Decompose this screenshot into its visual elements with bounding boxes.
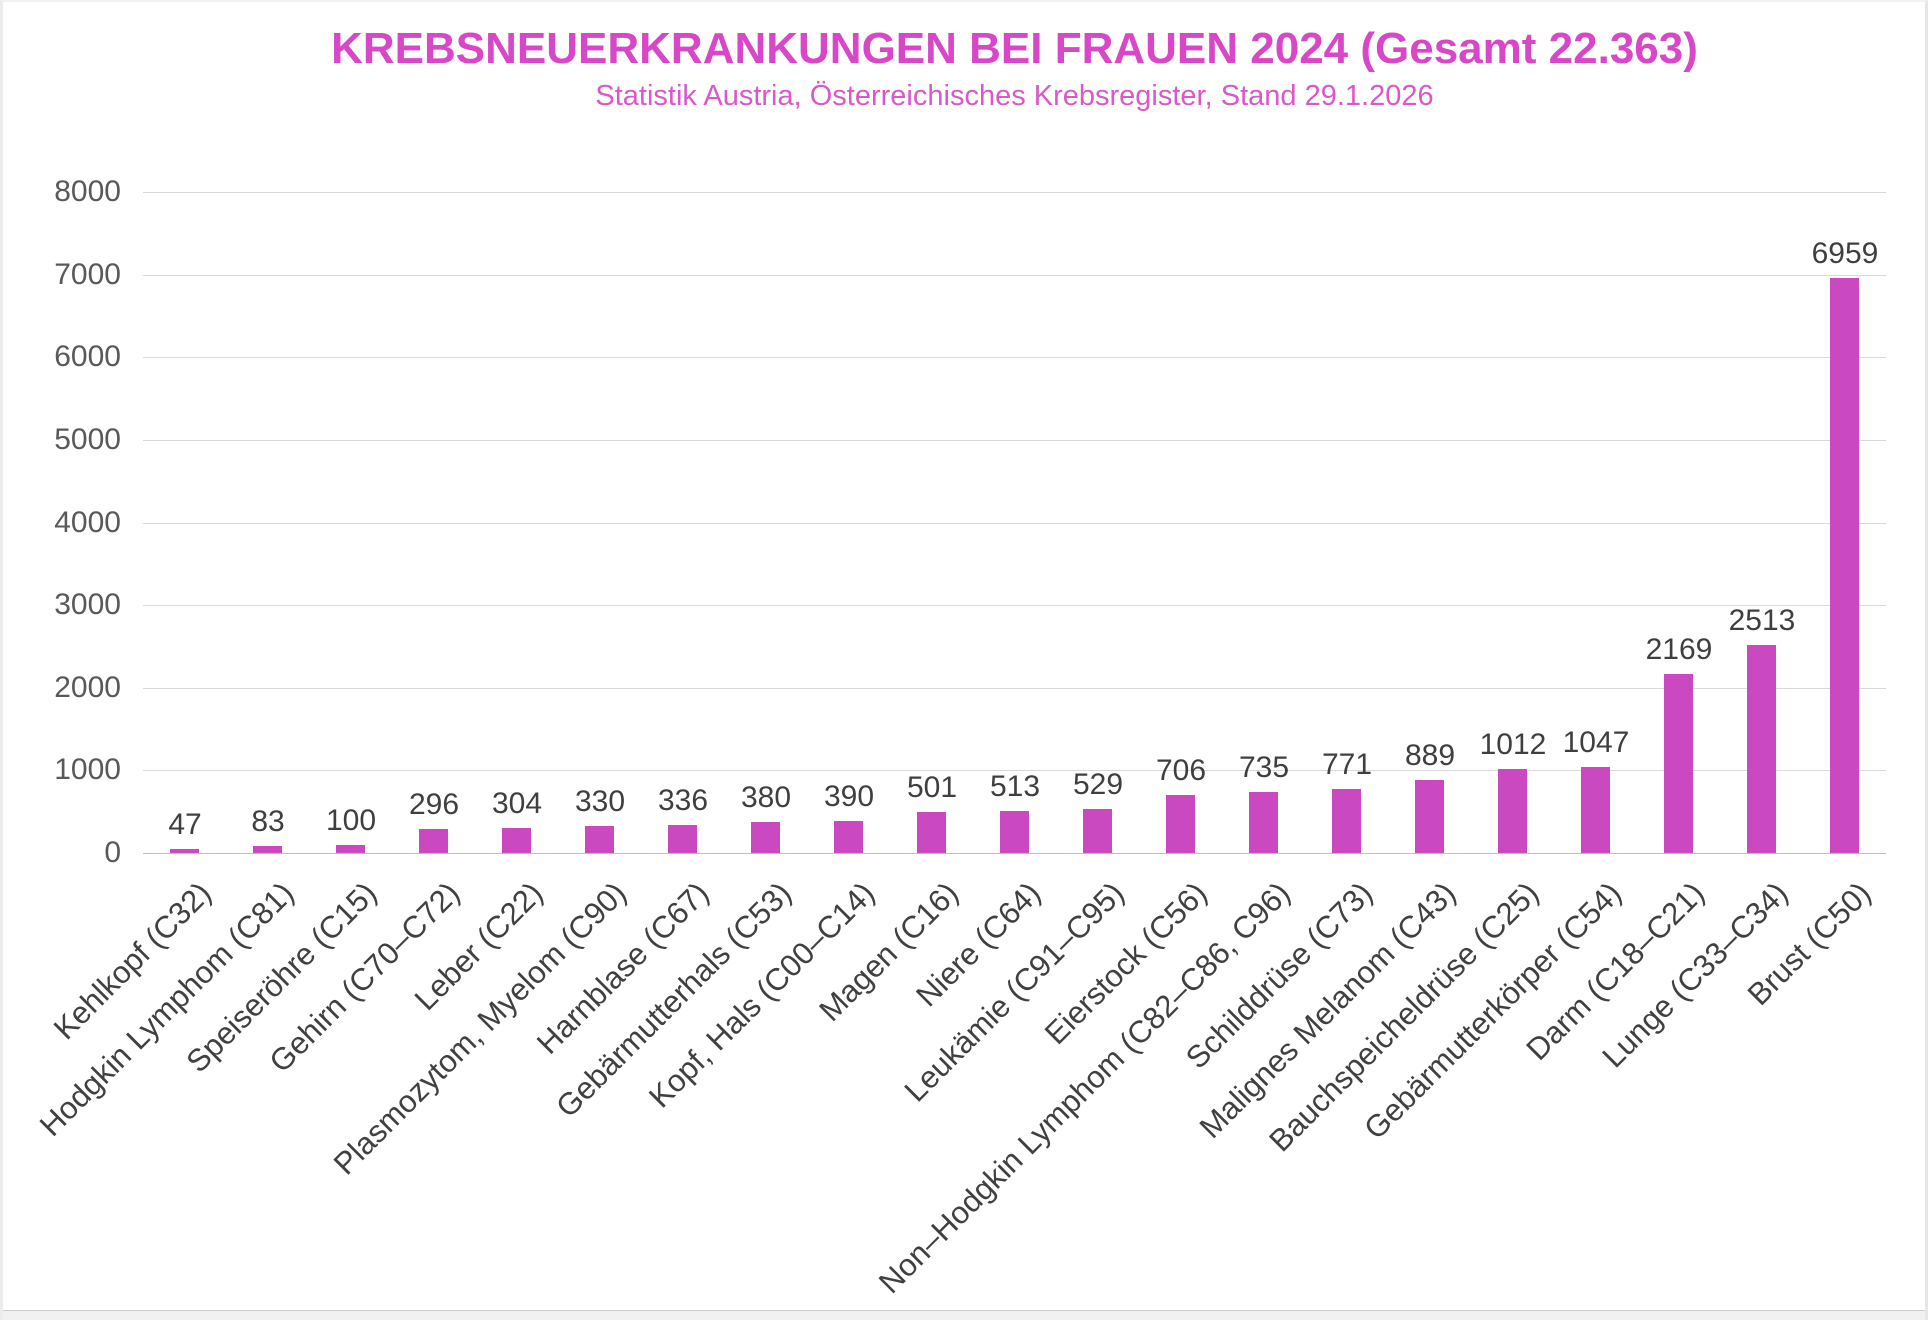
bar [585, 826, 614, 853]
chart-subtitle: Statistik Austria, Österreichisches Kreb… [595, 80, 1434, 112]
value-label: 513 [989, 770, 1041, 803]
value-label: 330 [574, 785, 626, 818]
bar [834, 821, 863, 853]
bar [751, 822, 780, 853]
y-axis-tick: 4000 [54, 506, 121, 539]
bar [1166, 795, 1195, 853]
bar [1000, 811, 1029, 853]
bar [1747, 645, 1776, 853]
gridline [143, 770, 1886, 771]
bar [419, 829, 448, 853]
y-axis-tick: 5000 [54, 423, 121, 456]
value-label: 501 [906, 771, 958, 804]
gridline [143, 440, 1886, 441]
value-label: 529 [1072, 768, 1124, 801]
gridline [143, 275, 1886, 276]
gridline [143, 688, 1886, 689]
bar [1083, 809, 1112, 853]
value-label: 1047 [1562, 726, 1630, 759]
value-label: 304 [491, 787, 543, 820]
x-axis-line [143, 853, 1886, 854]
gridline [143, 605, 1886, 606]
value-label: 2513 [1728, 604, 1796, 637]
value-label: 2169 [1645, 633, 1713, 666]
value-label: 735 [1238, 751, 1290, 784]
y-axis-tick: 0 [104, 836, 121, 869]
value-label: 100 [325, 804, 377, 837]
y-axis-tick: 6000 [54, 340, 121, 373]
bar [170, 849, 199, 853]
bar [253, 846, 282, 853]
value-label: 889 [1404, 739, 1456, 772]
gridline [143, 357, 1886, 358]
bar [502, 828, 531, 853]
bar [1830, 278, 1859, 853]
value-label: 1012 [1479, 728, 1547, 761]
bar [1249, 792, 1278, 853]
bar [336, 845, 365, 853]
y-axis-tick: 1000 [54, 753, 121, 786]
gridline [143, 192, 1886, 193]
bar [1664, 674, 1693, 853]
chart-title: KREBSNEUERKRANKUNGEN BEI FRAUEN 2024 (Ge… [331, 24, 1698, 73]
value-label: 47 [168, 808, 202, 841]
y-axis-tick: 8000 [54, 175, 121, 208]
bar [1581, 767, 1610, 853]
value-label: 336 [657, 784, 709, 817]
value-label: 390 [823, 780, 875, 813]
value-label: 83 [251, 805, 285, 838]
bar [917, 812, 946, 853]
y-axis-tick: 3000 [54, 588, 121, 621]
window-bottom-edge [3, 1310, 1925, 1320]
bar [1332, 789, 1361, 853]
value-label: 706 [1155, 754, 1207, 787]
y-axis-tick: 2000 [54, 671, 121, 704]
bar [1415, 780, 1444, 853]
bar [668, 825, 697, 853]
gridline [143, 523, 1886, 524]
value-label: 296 [408, 788, 460, 821]
value-label: 380 [740, 781, 792, 814]
bar [1498, 769, 1527, 853]
y-axis-tick: 7000 [54, 258, 121, 291]
value-label: 6959 [1811, 237, 1879, 270]
value-label: 771 [1321, 748, 1373, 781]
